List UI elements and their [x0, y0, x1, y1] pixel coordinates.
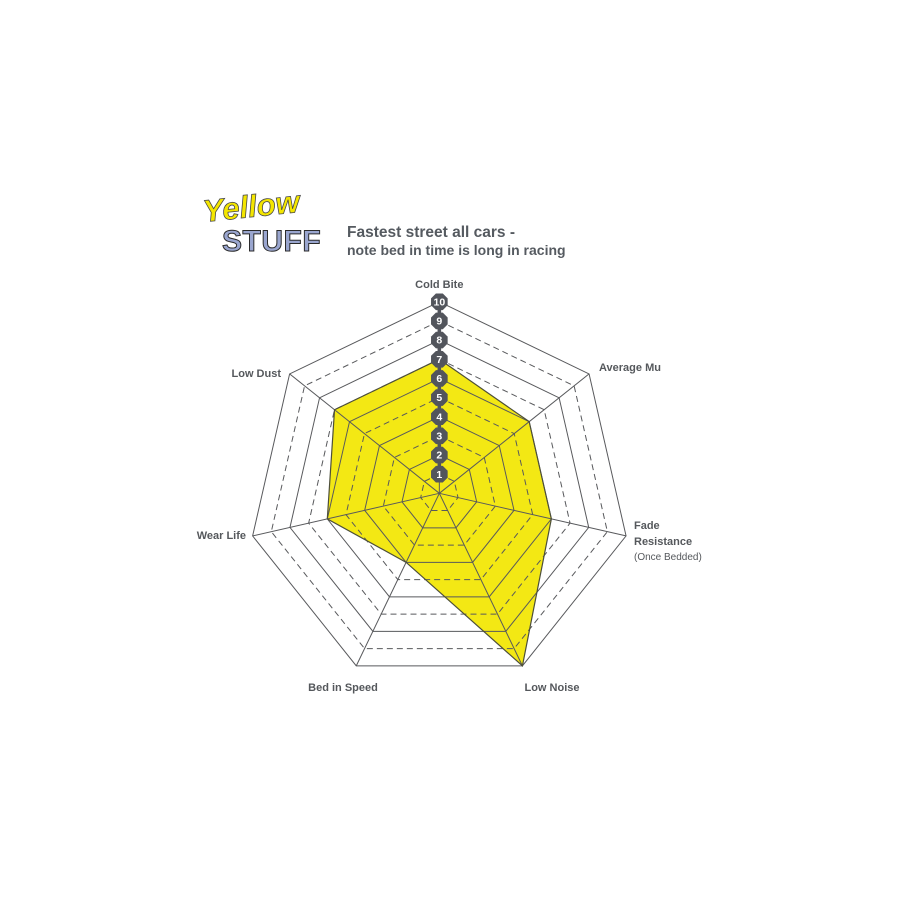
svg-text:1: 1 — [436, 469, 442, 481]
svg-text:Wear Life: Wear Life — [197, 530, 246, 542]
svg-text:10: 10 — [433, 296, 445, 308]
svg-text:Fastest street all cars -: Fastest street all cars - — [347, 224, 515, 241]
svg-text:6: 6 — [436, 373, 442, 385]
svg-text:Low Noise: Low Noise — [524, 682, 579, 694]
svg-text:2: 2 — [436, 450, 442, 462]
svg-text:3: 3 — [436, 430, 442, 442]
svg-text:5: 5 — [436, 392, 442, 404]
svg-text:note bed in time is long in ra: note bed in time is long in racing — [347, 242, 566, 258]
svg-text:(Once Bedded): (Once Bedded) — [634, 552, 702, 563]
svg-text:9: 9 — [436, 316, 442, 328]
svg-text:8: 8 — [436, 335, 442, 347]
svg-text:STUFF: STUFF — [222, 225, 321, 258]
svg-text:Bed in Speed: Bed in Speed — [308, 682, 378, 694]
svg-text:Resistance: Resistance — [634, 536, 692, 548]
svg-text:Yellow: Yellow — [201, 184, 303, 229]
svg-text:Cold Bite: Cold Bite — [415, 279, 463, 291]
svg-text:Fade: Fade — [634, 520, 660, 532]
svg-text:4: 4 — [436, 411, 442, 423]
svg-text:7: 7 — [436, 354, 442, 366]
svg-text:Average Mu: Average Mu — [599, 362, 661, 374]
svg-text:Low Dust: Low Dust — [232, 368, 282, 380]
